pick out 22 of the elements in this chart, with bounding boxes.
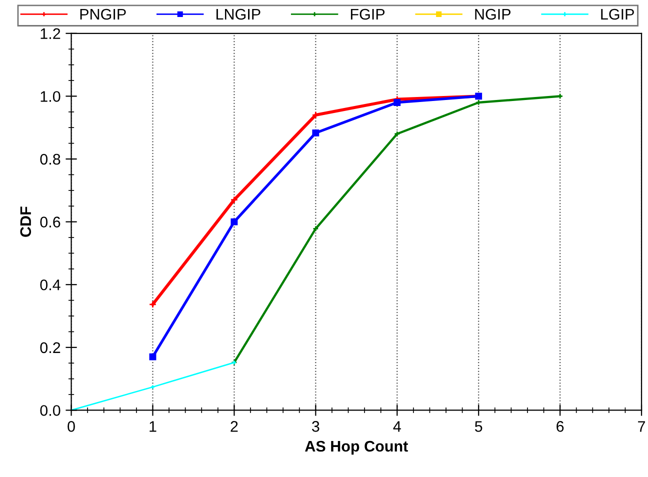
x-tick-label: 6 [556,421,564,432]
y-tick-label: 1.0 [40,91,60,102]
x-tick-label: 3 [312,421,320,432]
x-axis-title: AS Hop Count [305,440,408,455]
y-tick-label: 1.2 [40,28,60,39]
y-tick-label: 0.6 [40,216,60,228]
x-tick-label: 7 [638,421,645,432]
y-tick-label: 0.0 [40,405,60,416]
legend-label: LGIP [601,8,634,20]
x-tick-label: 4 [393,421,401,432]
x-tick-label: 2 [230,421,238,432]
legend-label: FGIP [350,8,385,20]
y-tick-label: 0.4 [40,279,60,290]
y-tick-label: 0.8 [40,154,60,165]
x-tick-label: 5 [474,421,482,432]
legend-label: PNGIP [80,8,126,20]
y-axis-title: CDF [20,206,32,237]
legend-label: LNGIP [216,8,260,20]
y-tick-label: 0.2 [40,342,60,354]
x-tick-label: 0 [68,421,75,432]
x-tick-label: 1 [150,421,156,432]
legend-label: NGIP [475,8,511,20]
